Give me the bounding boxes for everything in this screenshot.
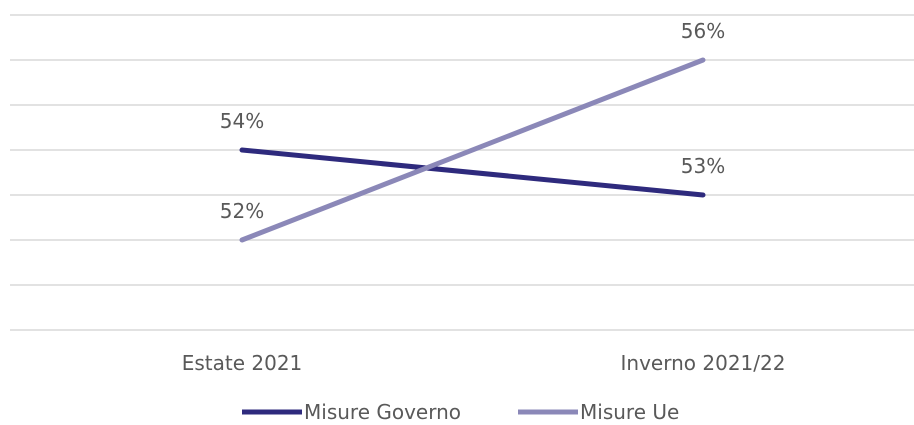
data-label: 56% [681, 19, 725, 43]
data-label: 52% [220, 199, 264, 223]
data-label: 54% [220, 109, 264, 133]
series-line [239, 57, 706, 243]
legend-item: Misure Ue [518, 400, 679, 424]
series-lines [239, 57, 706, 243]
legend-label: Misure Governo [304, 400, 461, 424]
x-tick-label: Estate 2021 [182, 351, 303, 375]
gridlines [10, 14, 914, 331]
series-line [239, 147, 706, 198]
data-labels: 54% 53% 52% 56% [220, 19, 725, 223]
x-tick-label: Inverno 2021/22 [621, 351, 786, 375]
data-label: 53% [681, 154, 725, 178]
legend: Misure Governo Misure Ue [242, 400, 679, 424]
legend-item: Misure Governo [242, 400, 461, 424]
legend-label: Misure Ue [580, 400, 679, 424]
x-axis-tick-labels: Estate 2021 Inverno 2021/22 [182, 351, 786, 375]
